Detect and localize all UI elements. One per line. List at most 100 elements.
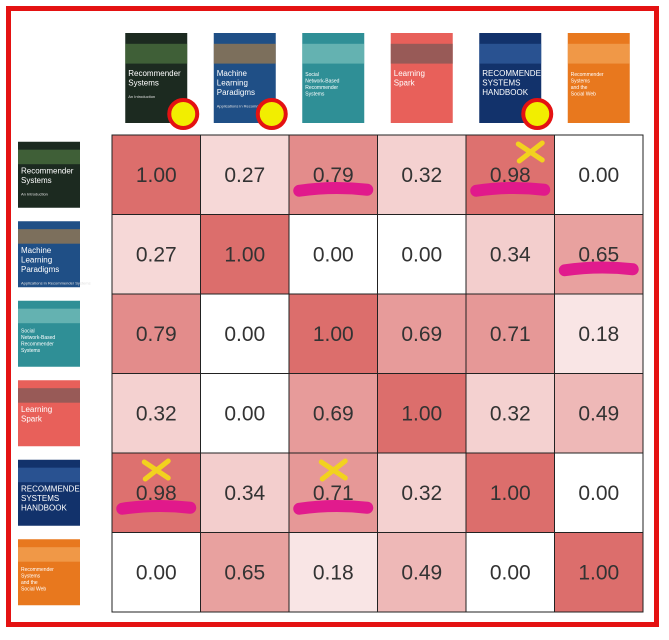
book-cover-title: Machine (217, 69, 248, 78)
heatmap-value-label: 0.34 (224, 482, 265, 505)
heatmap-value-label: 0.71 (490, 323, 531, 346)
book-cover-title: Paradigms (21, 265, 59, 274)
heatmap-value-label: 0.32 (490, 402, 531, 425)
book-cover-art (18, 547, 80, 562)
heatmap-cell-r3-c3 (377, 373, 467, 454)
book-cover-title: Network-Based (305, 79, 339, 85)
heatmap-value-label: 0.32 (401, 482, 442, 505)
heatmap-cell-r3-c0 (111, 373, 201, 454)
book-cover-title: Social (21, 328, 35, 334)
heatmap-cell-r3-c2 (288, 373, 378, 454)
heatmap-cell-r4-c5 (554, 452, 644, 533)
book-cover-title: Spark (394, 79, 416, 88)
heatmap-cell-r2-c5 (554, 293, 644, 374)
book-cover-title: Recommender (21, 341, 54, 347)
highlight-underline (470, 181, 551, 197)
book-cover-title: Learning (21, 405, 52, 414)
book-cover-title: and the (571, 85, 588, 91)
heatmap-cell-r5-c2 (288, 532, 378, 613)
heatmap-cell-r3-c4 (465, 373, 555, 454)
book-cover-title: Systems (305, 92, 325, 98)
heatmap-value-label: 0.00 (578, 164, 619, 187)
heatmap-cell-r1-c4 (465, 214, 555, 295)
book-cover-art (213, 43, 276, 64)
book-cover-title: Social (305, 72, 319, 78)
heatmap-cell-r0-c2 (288, 134, 378, 215)
book-cover-title: Systems (21, 348, 41, 354)
heatmap-cell-r1-c5 (554, 214, 644, 295)
book-cover-title: Systems (128, 79, 159, 88)
book-cover-title: Learning (21, 255, 52, 264)
book-cover-title: Recommender (305, 85, 338, 91)
circle-marker (255, 98, 288, 130)
book-cover-title: Recommender (571, 72, 604, 78)
book-cover-art (567, 43, 630, 64)
book-cover-title: Systems (21, 176, 52, 185)
heatmap-value-label: 0.32 (136, 402, 177, 425)
heatmap-cell-r3-c5 (554, 373, 644, 454)
heatmap-value-label: 0.27 (224, 164, 265, 187)
heatmap-value-label: 0.27 (136, 243, 177, 266)
heatmap-value-label: 0.79 (313, 164, 354, 187)
heatmap-value-label: 0.00 (490, 561, 531, 584)
book-cover-title: Recommender (21, 567, 54, 573)
heatmap-value-label: 0.18 (313, 561, 354, 584)
book-cover-title: Network-Based (21, 335, 55, 341)
heatmap-value-label: 1.00 (224, 243, 265, 266)
book-cover-art (479, 43, 542, 64)
book-cover-art (18, 229, 80, 244)
cross-mark (141, 458, 171, 482)
heatmap-value-label: 1.00 (401, 402, 442, 425)
book-cover-subtitle: An Introduction (128, 94, 155, 99)
heatmap-value-label: 1.00 (313, 323, 354, 346)
book-cover-subtitle: Applications in Recommender Systems (217, 104, 287, 109)
heatmap-value-label: 0.00 (224, 402, 265, 425)
book-cover-title: Systems (21, 573, 41, 579)
book-cover-title: Learning (394, 69, 425, 78)
book-cover-art (18, 149, 80, 165)
book-cover-title: RECOMMENDER (21, 484, 86, 493)
heatmap-value-label: 0.00 (224, 323, 265, 346)
heatmap-value-label: 0.79 (136, 323, 177, 346)
book-cover-title: Recommender (128, 69, 181, 78)
book-cover-art (18, 467, 80, 483)
heatmap-cell-r2-c0 (111, 293, 201, 374)
heatmap-value-label: 0.65 (224, 561, 265, 584)
book-cover-title: Spark (21, 414, 43, 423)
heatmap-cell-r4-c0 (111, 452, 201, 533)
heatmap-value-label: 1.00 (136, 164, 177, 187)
book-cover-subtitle: An Introduction (21, 191, 48, 196)
book-cover-art (125, 43, 188, 64)
heatmap-value-label: 1.00 (490, 482, 531, 505)
book-cover-title: SYSTEMS (482, 79, 520, 88)
heatmap-cell-r2-c4 (465, 293, 555, 374)
highlight-underline (293, 181, 374, 197)
heatmap-value-label: 0.00 (578, 482, 619, 505)
book-cover-title: HANDBOOK (21, 503, 67, 512)
heatmap-cell-r1-c0 (111, 214, 201, 295)
heatmap-value-label: 0.65 (578, 243, 619, 266)
circle-marker (167, 98, 200, 130)
heatmap-value-label: 0.00 (401, 243, 442, 266)
heatmap-cell-r3-c1 (200, 373, 290, 454)
book-cover-art (18, 308, 80, 324)
book-cover-art (302, 43, 365, 64)
heatmap-cell-r1-c1 (200, 214, 290, 295)
heatmap-value-label: 0.71 (313, 482, 354, 505)
heatmap-value-label: 0.98 (136, 482, 177, 505)
book-cover-title: RECOMMENDER (482, 69, 547, 78)
heatmap-value-label: 1.00 (578, 561, 619, 584)
highlight-underline (558, 261, 639, 277)
cross-mark (515, 140, 545, 164)
book-cover-title: and the (21, 580, 38, 586)
heatmap-cell-r0-c0 (111, 134, 201, 215)
heatmap-cell-r0-c3 (377, 134, 467, 215)
heatmap-cell-r2-c2 (288, 293, 378, 374)
